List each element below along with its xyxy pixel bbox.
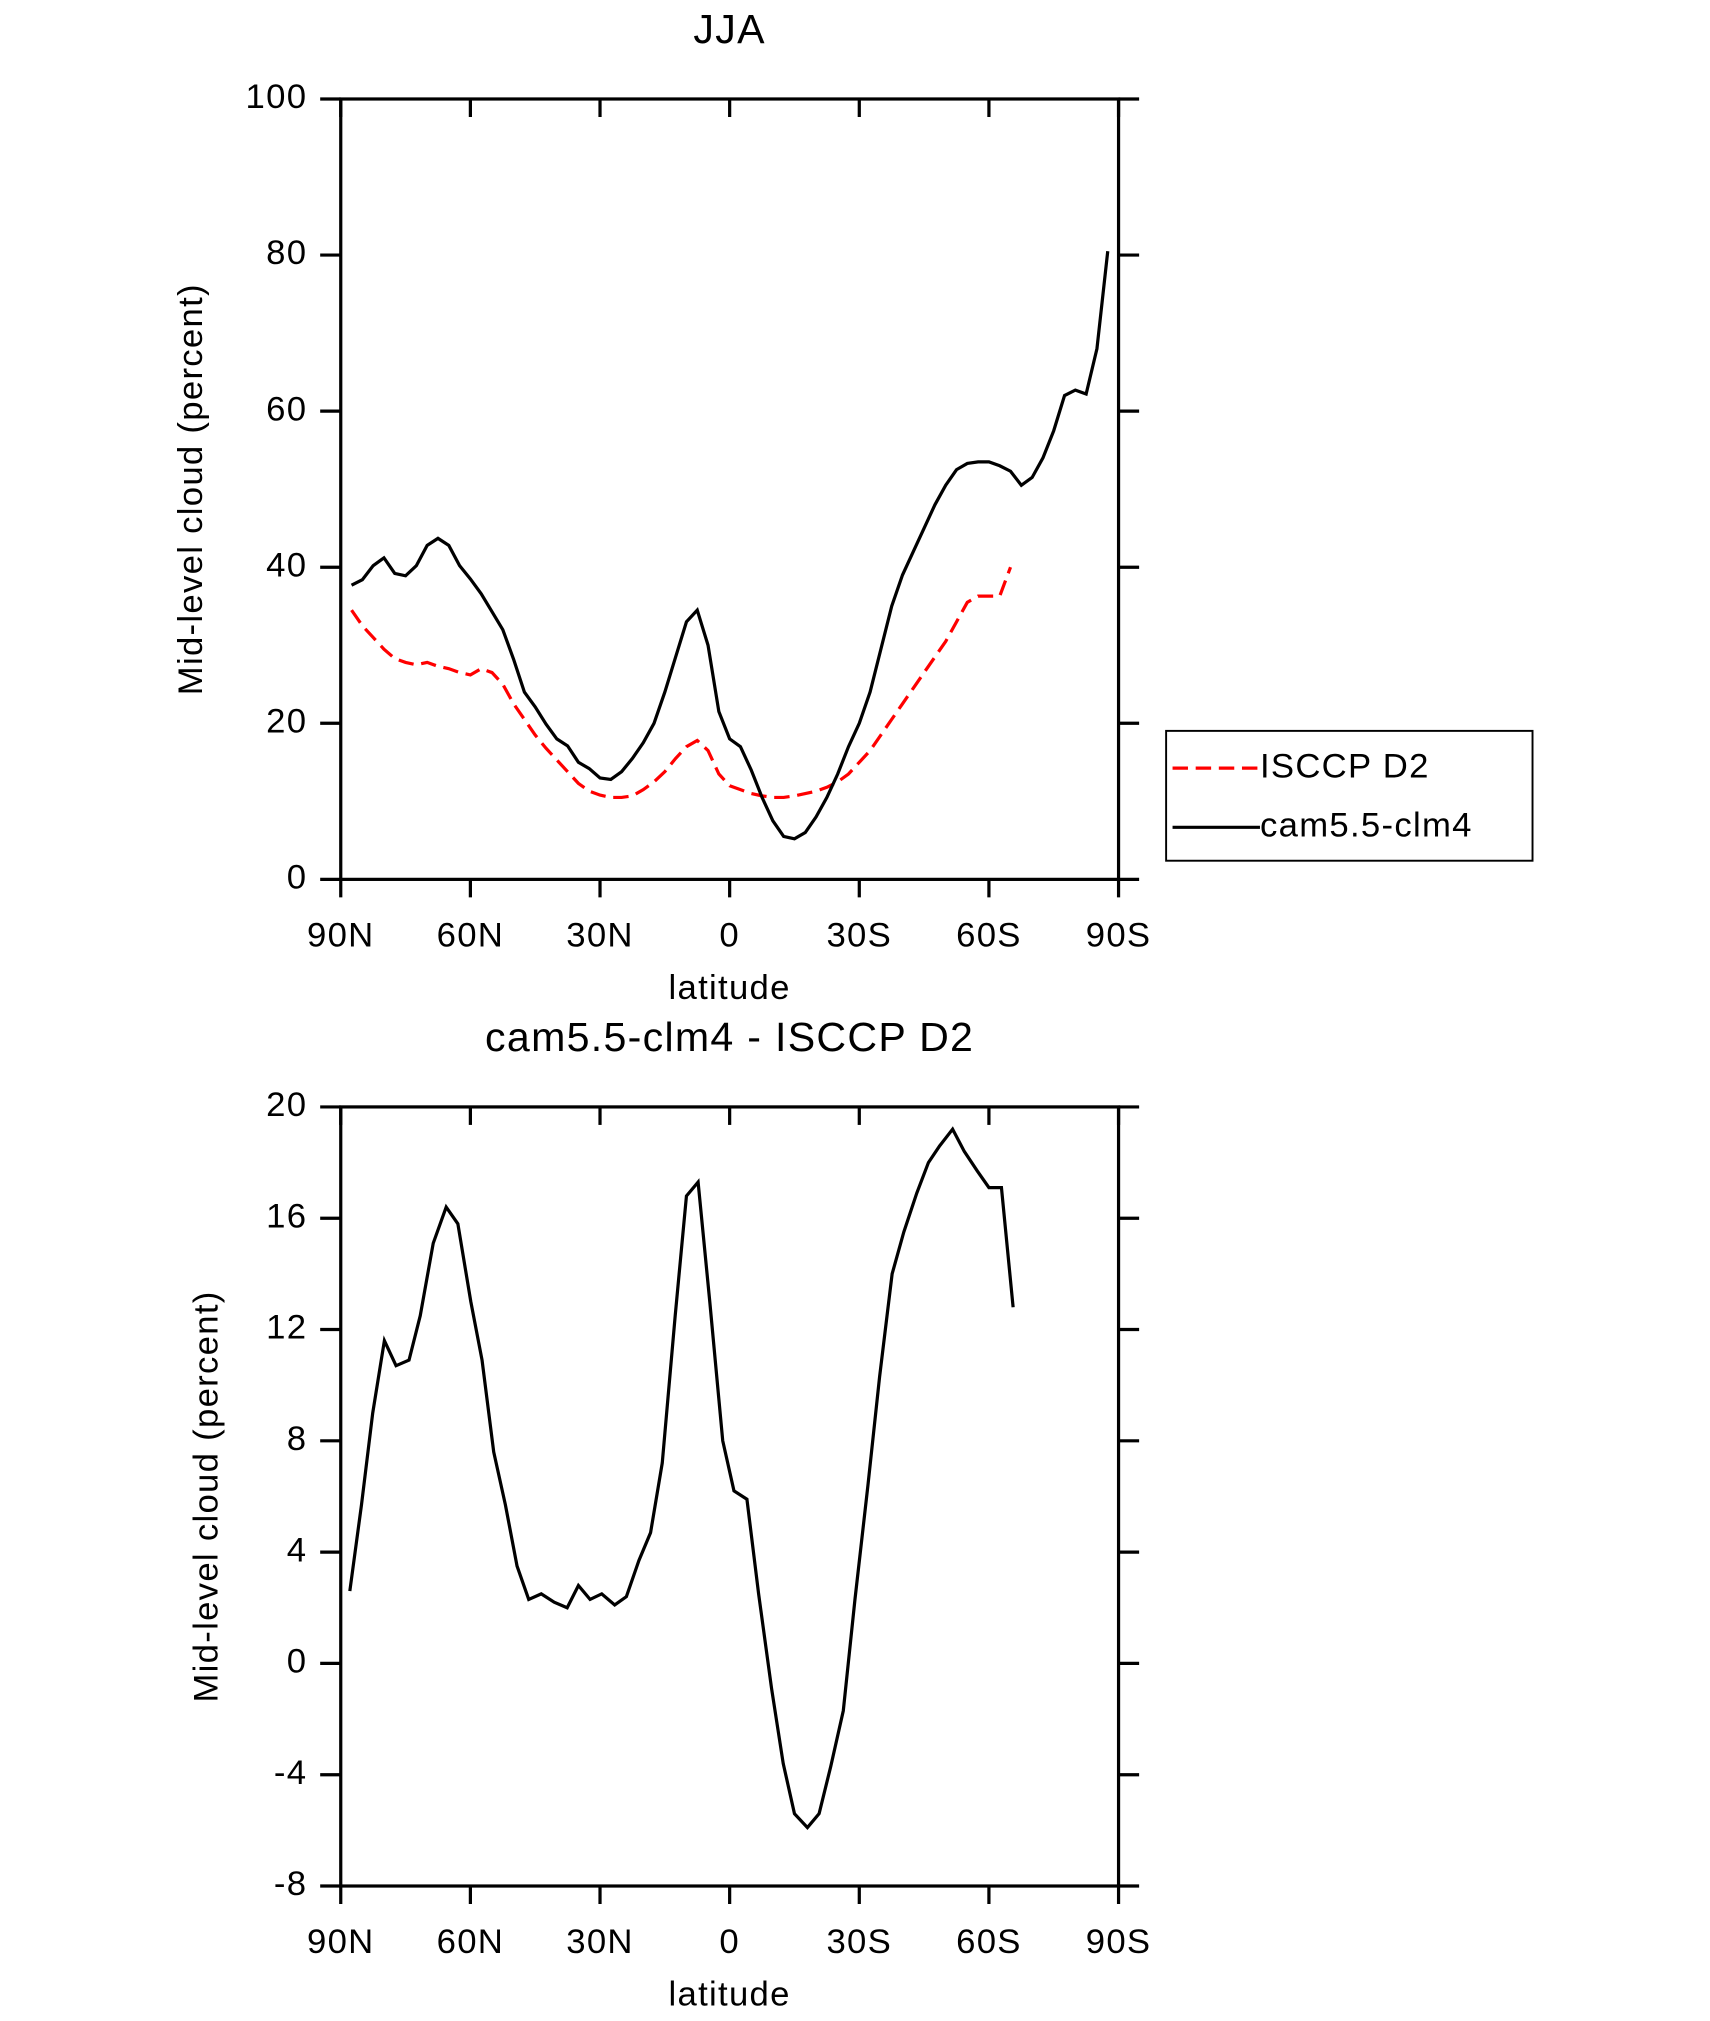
y-tick-label: 8 xyxy=(287,1420,308,1458)
x-axis-label: latitude xyxy=(669,969,791,1007)
chart-title: cam5.5-clm4 - ISCCP D2 xyxy=(485,1014,974,1060)
legend-label: cam5.5-clm4 xyxy=(1260,806,1473,844)
x-tick-label: 60N xyxy=(437,916,505,954)
y-tick-label: 0 xyxy=(287,859,308,897)
y-tick-label: 16 xyxy=(266,1197,307,1235)
x-tick-label: 30N xyxy=(566,1923,634,1961)
legend-label: ISCCP D2 xyxy=(1260,747,1430,785)
y-tick-label: 0 xyxy=(287,1643,308,1681)
x-tick-label: 30N xyxy=(566,916,634,954)
x-tick-label: 90N xyxy=(307,1923,375,1961)
x-tick-label: 90N xyxy=(307,916,375,954)
x-axis-label: latitude xyxy=(669,1976,791,2014)
x-tick-label: 60S xyxy=(956,916,1022,954)
x-tick-label: 60N xyxy=(437,1923,505,1961)
y-axis-label: Mid-level cloud (percent) xyxy=(172,283,210,695)
x-tick-label: 0 xyxy=(719,1923,740,1961)
x-tick-label: 30S xyxy=(826,1923,892,1961)
x-tick-label: 0 xyxy=(719,916,740,954)
y-tick-label: 20 xyxy=(266,1086,307,1124)
y-tick-label: 12 xyxy=(266,1309,307,1347)
y-tick-label: -4 xyxy=(274,1754,307,1792)
y-tick-label: 100 xyxy=(246,78,308,116)
data-line xyxy=(348,1126,1015,1831)
y-tick-label: 40 xyxy=(266,546,307,584)
x-tick-label: 60S xyxy=(956,1923,1022,1961)
y-tick-label: 80 xyxy=(266,234,307,272)
chart-title: JJA xyxy=(693,6,765,52)
y-tick-label: 20 xyxy=(266,702,307,740)
y-tick-label: 4 xyxy=(287,1531,308,1569)
data-line xyxy=(350,566,1013,800)
y-axis-label: Mid-level cloud (percent) xyxy=(188,1290,226,1702)
y-tick-label: -8 xyxy=(274,1865,307,1903)
x-tick-label: 90S xyxy=(1086,916,1152,954)
plot-frame xyxy=(339,97,1121,881)
x-tick-label: 30S xyxy=(826,916,892,954)
x-tick-label: 90S xyxy=(1086,1923,1152,1961)
data-line xyxy=(350,250,1110,841)
y-tick-label: 60 xyxy=(266,390,307,428)
legend-box xyxy=(1165,729,1534,862)
